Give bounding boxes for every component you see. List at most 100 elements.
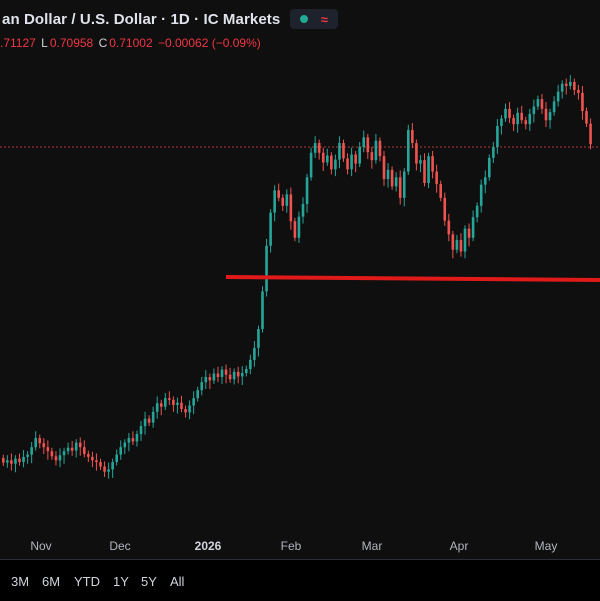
candle-up xyxy=(188,405,191,413)
chart-area[interactable] xyxy=(0,0,600,533)
candle-up xyxy=(536,99,540,107)
candle-down xyxy=(46,447,50,452)
candle-down xyxy=(224,369,228,375)
candle-down xyxy=(289,194,293,222)
candle-up xyxy=(326,155,329,163)
candle-up xyxy=(204,377,208,383)
candle-up xyxy=(569,81,572,86)
range-5y-button[interactable]: 5Y xyxy=(141,574,157,589)
candle-up xyxy=(196,390,199,399)
candle-down xyxy=(443,197,447,221)
candle-up xyxy=(285,194,289,206)
candle-down xyxy=(564,83,568,86)
candle-up xyxy=(305,177,309,205)
ohlc-low-label: L xyxy=(41,36,48,50)
candle-down xyxy=(573,81,576,90)
candle-up xyxy=(119,447,123,455)
candle-up xyxy=(257,329,260,348)
candle-up xyxy=(313,143,317,153)
candle-down xyxy=(91,456,94,461)
candle-up xyxy=(139,426,143,435)
candle-up xyxy=(249,359,252,370)
candle-up xyxy=(58,455,62,461)
candle-down xyxy=(38,438,42,444)
candle-up xyxy=(552,101,556,113)
candle-up xyxy=(463,228,467,252)
candle-down xyxy=(228,374,232,380)
market-status-dot-icon xyxy=(300,15,309,23)
candle-up xyxy=(394,177,398,187)
range-all-button[interactable]: All xyxy=(170,574,185,589)
candle-down xyxy=(366,137,370,153)
candlestick-chart[interactable] xyxy=(0,0,600,533)
candle-down xyxy=(467,228,471,238)
candle-down xyxy=(83,447,86,455)
candle-down xyxy=(317,143,321,153)
candle-down xyxy=(99,462,102,467)
ohlc-close-value: 0.71002 xyxy=(109,36,153,50)
candle-down xyxy=(512,117,515,125)
candle-up xyxy=(548,112,552,121)
candle-up xyxy=(358,147,361,164)
candle-down xyxy=(321,152,325,163)
candle-down xyxy=(370,152,374,161)
range-3m-button[interactable]: 3M xyxy=(11,574,30,589)
candle-up xyxy=(500,118,503,126)
candle-up xyxy=(301,204,305,217)
candle-down xyxy=(95,460,98,463)
candle-down xyxy=(87,454,90,457)
candle-down xyxy=(544,108,548,121)
data-quality-icon[interactable]: ≈ xyxy=(320,11,328,27)
candle-up xyxy=(532,106,536,114)
axis-tick-may: May xyxy=(534,539,558,553)
range-1y-button[interactable]: 1Y xyxy=(113,574,129,589)
candle-up xyxy=(6,460,9,463)
candle-up xyxy=(556,91,560,102)
ohlc-close-label: C xyxy=(98,36,108,50)
candle-up xyxy=(127,438,131,443)
candle-up xyxy=(212,373,216,381)
candle-down xyxy=(382,156,386,179)
candle-down xyxy=(208,377,212,381)
candle-down xyxy=(459,240,463,252)
candle-up xyxy=(496,125,499,148)
candle-up xyxy=(26,454,29,457)
candle-down xyxy=(354,154,357,164)
candle-up xyxy=(309,152,313,178)
candle-up xyxy=(528,113,532,125)
candle-up xyxy=(66,447,70,452)
candle-up xyxy=(253,347,256,360)
candle-down xyxy=(216,373,220,378)
axis-tick-nov: Nov xyxy=(30,539,52,553)
candle-down xyxy=(435,171,438,185)
candle-up xyxy=(492,147,495,158)
bottom-toolbar: 3M 6M YTD 1Y 5Y All xyxy=(0,559,600,601)
candle-up xyxy=(455,240,459,250)
range-6m-button[interactable]: 6M xyxy=(42,574,61,589)
candle-up xyxy=(261,291,264,330)
axis-tick-apr: Apr xyxy=(449,539,469,553)
candle-down xyxy=(577,89,580,93)
candle-up xyxy=(220,369,224,378)
market-open-badge[interactable] xyxy=(294,10,314,28)
candle-down xyxy=(585,111,588,124)
symbol-title[interactable]: an Dollar / U.S. Dollar · 1D · IC Market… xyxy=(2,10,281,28)
candle-down xyxy=(103,466,106,472)
candle-down xyxy=(54,456,58,461)
time-axis[interactable]: Nov Dec 2026 Feb Mar Apr May xyxy=(0,533,600,559)
ohlc-low-value: 0.70958 xyxy=(49,36,94,50)
candle-down xyxy=(330,155,333,170)
range-ytd-button[interactable]: YTD xyxy=(74,574,100,589)
candle-up xyxy=(107,469,110,472)
candle-up xyxy=(273,190,276,213)
ohlc-values: .71127 L 0.70958 C 0.71002 −0.00062 (−0.09… xyxy=(0,36,263,50)
axis-tick-mar: Mar xyxy=(361,539,383,553)
candle-up xyxy=(115,454,118,463)
candle-up xyxy=(350,154,353,170)
candle-down xyxy=(342,143,345,159)
candle-up xyxy=(245,369,248,374)
support-horizontal-line[interactable] xyxy=(225,275,600,282)
candle-up xyxy=(62,451,66,456)
candle-down xyxy=(293,221,297,238)
candle-down xyxy=(415,143,418,164)
